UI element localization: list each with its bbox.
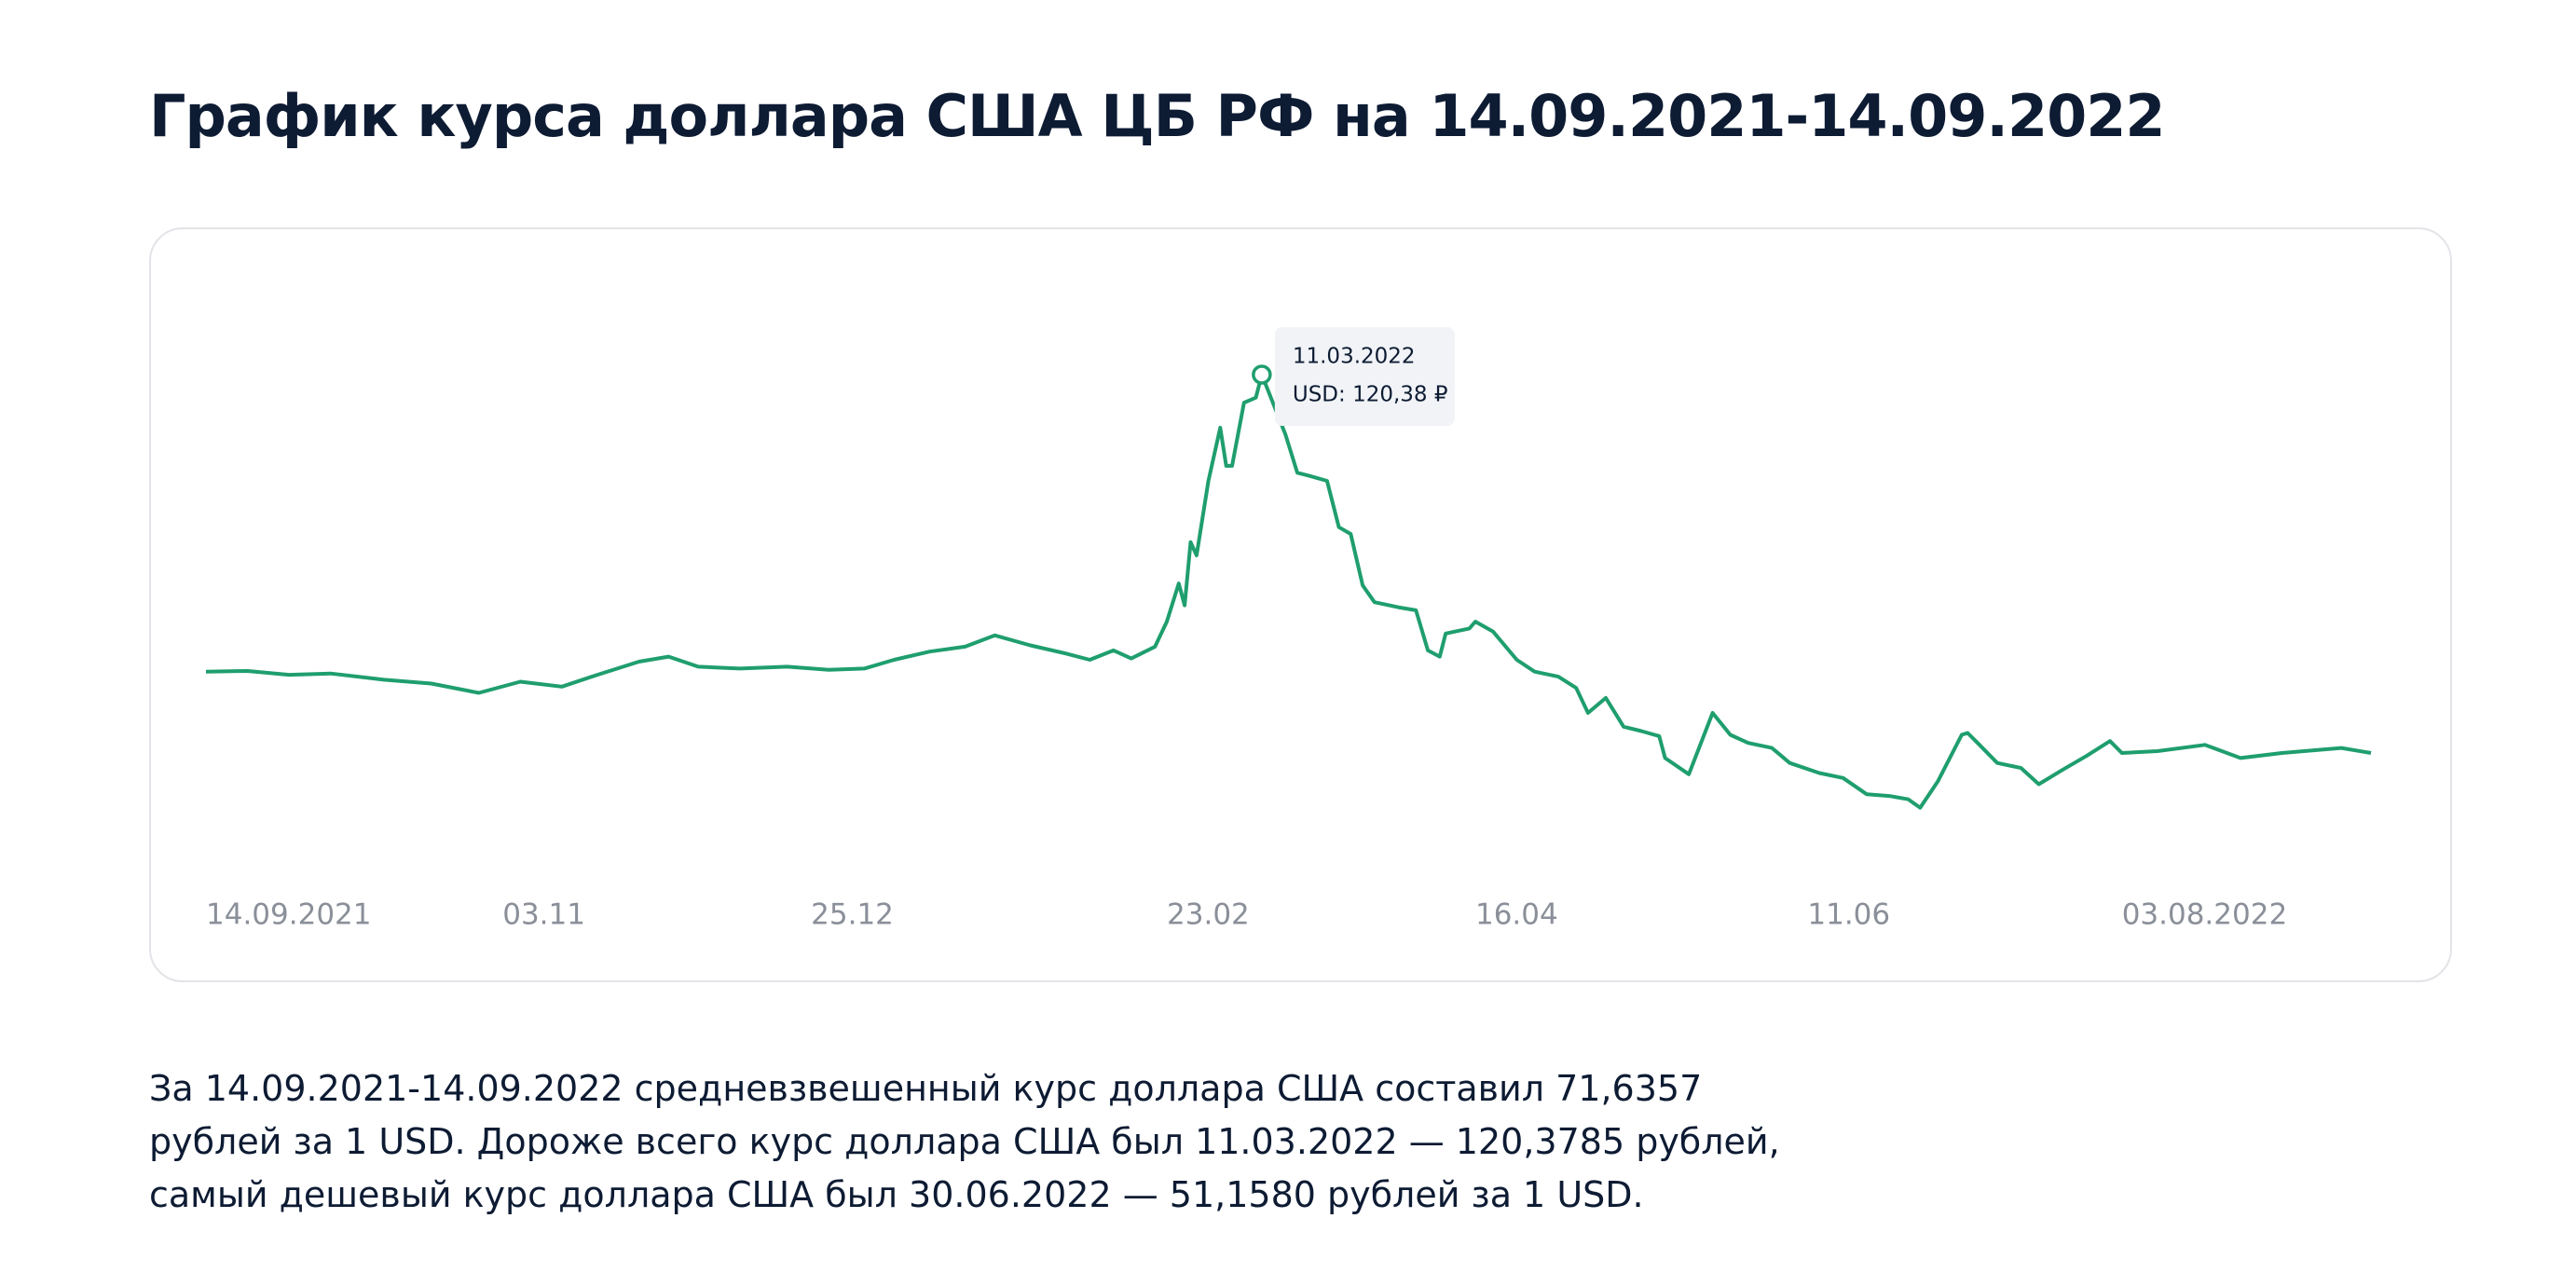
x-tick-label: 03.11 <box>502 898 585 932</box>
x-tick-label: 16.04 <box>1475 898 1558 932</box>
chart-card <box>149 227 2452 982</box>
point <box>1252 364 1272 385</box>
x-tick-label: 11.06 <box>1807 898 1890 932</box>
summary-line: За 14.09.2021-14.09.2022 средневзвешенны… <box>149 1068 1703 1109</box>
tooltip-date: 11.03.2022 <box>1293 345 1416 369</box>
x-tick-label: 14.09.2021 <box>206 898 372 932</box>
x-tick-label: 03.08.2022 <box>2122 898 2288 932</box>
line <box>205 373 2372 810</box>
heading: График курса доллара США ЦБ РФ на 14.09.… <box>149 82 2165 150</box>
summary-line: самый дешевый курс доллара США был 30.06… <box>149 1174 1644 1215</box>
summary-line: рублей за 1 USD. Дороже всего курс долла… <box>149 1121 1780 1162</box>
x-tick-label: 23.02 <box>1167 898 1250 932</box>
x-tick-label: 25.12 <box>811 898 894 932</box>
tooltip-value: USD: 120,38 ₽ <box>1293 383 1448 407</box>
summary: За 14.09.2021-14.09.2022 средневзвешенны… <box>149 1062 1780 1222</box>
tooltip-box <box>1274 327 1455 427</box>
